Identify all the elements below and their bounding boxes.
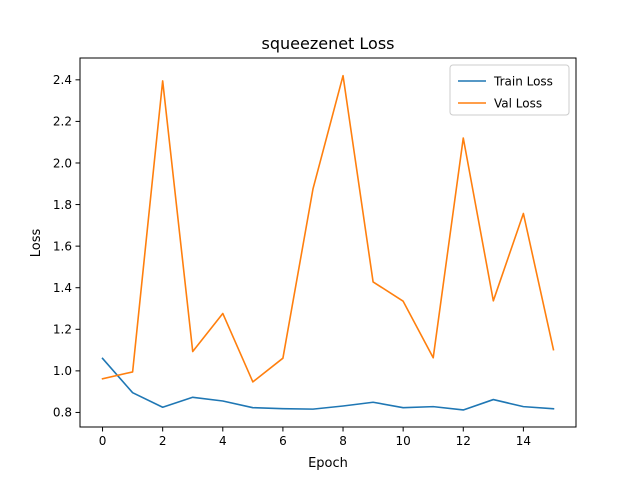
y-tick-label: 0.8	[53, 406, 72, 420]
x-tick-label: 6	[279, 434, 287, 448]
legend: Train Loss Val Loss	[449, 64, 570, 116]
plot-lines	[101, 74, 555, 411]
y-tick-label: 2.4	[53, 73, 72, 87]
y-tick-label: 1.6	[53, 239, 72, 253]
x-tick-label: 10	[396, 434, 411, 448]
legend-label-train-loss: Train Loss	[493, 75, 553, 89]
y-axis-label: Loss	[29, 229, 44, 258]
series-line-train-loss	[101, 357, 555, 411]
x-tick-label: 2	[159, 434, 167, 448]
y-tick-label: 1.0	[53, 364, 72, 378]
y-tick-label: 1.8	[53, 198, 72, 212]
x-axis: 0 2 4 6 8 10 12 14	[99, 427, 531, 448]
legend-label-val-loss: Val Loss	[494, 97, 542, 111]
y-tick-label: 2.2	[53, 115, 72, 129]
x-tick-label: 4	[219, 434, 227, 448]
x-tick-label: 8	[339, 434, 347, 448]
y-tick-label: 1.2	[53, 323, 72, 337]
x-axis-label: Epoch	[308, 456, 348, 471]
y-tick-label: 2.0	[53, 156, 72, 170]
x-tick-label: 12	[456, 434, 471, 448]
series-line-val-loss	[101, 74, 555, 383]
x-tick-label: 0	[99, 434, 107, 448]
chart-title: squeezenet Loss	[262, 34, 395, 53]
x-tick-label: 14	[516, 434, 531, 448]
plot-frame	[79, 57, 577, 428]
y-tick-label: 1.4	[53, 281, 72, 295]
y-axis: 0.8 1.0 1.2 1.4 1.6 1.8 2.0 2.2 2.4	[53, 73, 80, 420]
